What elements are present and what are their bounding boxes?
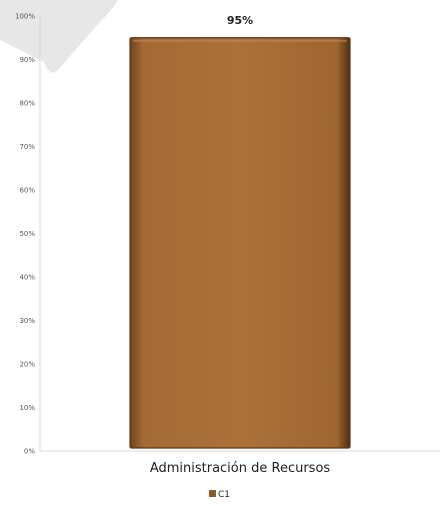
y-tick-label: 60% <box>19 187 35 195</box>
bar-data-label: 95% <box>227 14 253 27</box>
y-tick-label: 100% <box>15 13 35 21</box>
y-tick-label: 30% <box>19 317 35 325</box>
category-label: Administración de Recursos <box>150 461 331 476</box>
y-tick-label: 10% <box>19 404 35 412</box>
y-tick-label: 70% <box>19 143 35 151</box>
legend-label: C1 <box>218 490 230 500</box>
bars-group: 95% <box>129 14 351 449</box>
decorative-corner-shape <box>0 0 118 73</box>
y-tick-label: 50% <box>19 230 35 238</box>
bar <box>129 37 351 449</box>
y-tick-label: 20% <box>19 361 35 369</box>
bar-highlight <box>133 39 347 42</box>
y-tick-label: 90% <box>19 56 35 64</box>
y-tick-label: 80% <box>19 100 35 108</box>
y-tick-label: 0% <box>24 448 35 456</box>
legend: C1 <box>209 490 230 500</box>
y-axis-ticks: 0% 10% 20% 30% 40% 50% 60% 70% 80% 90% 100% <box>15 13 35 456</box>
category-labels: Administración de Recursos <box>150 461 331 476</box>
y-tick-label: 40% <box>19 274 35 282</box>
legend-swatch <box>209 490 216 497</box>
